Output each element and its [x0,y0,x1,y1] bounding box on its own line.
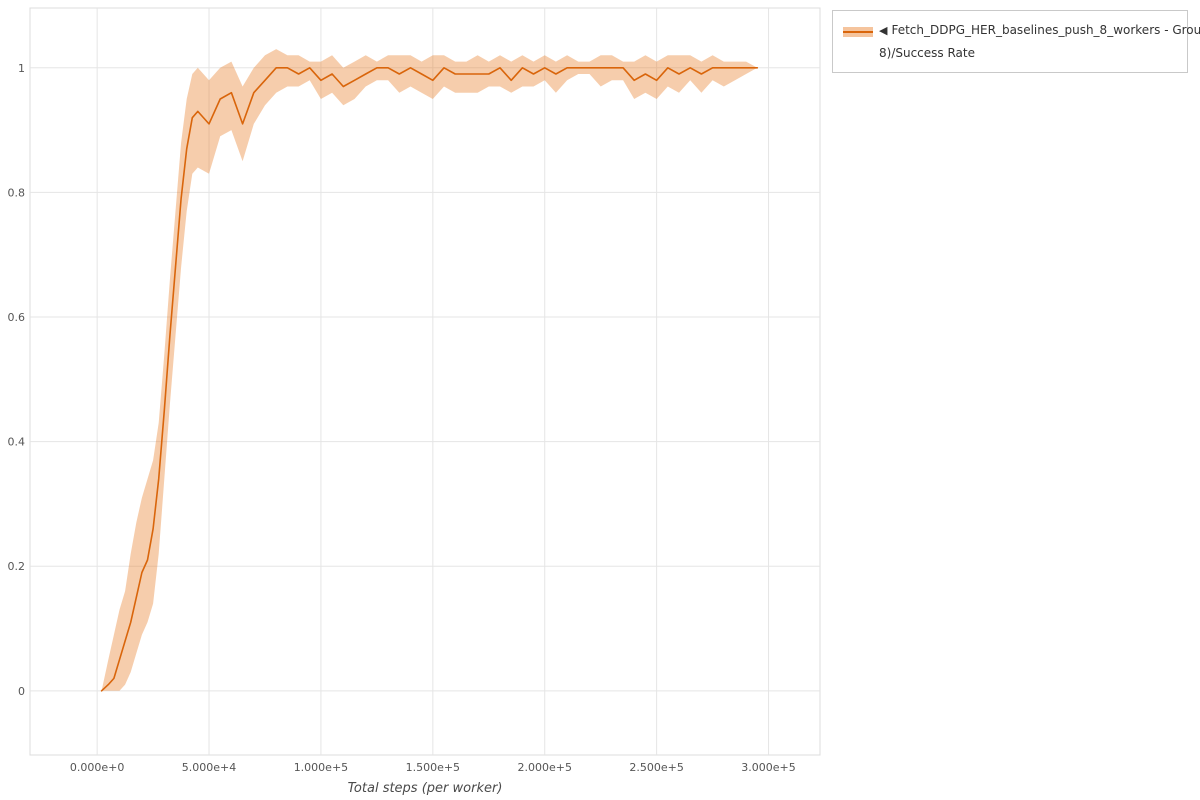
plot-area [29,7,821,756]
triangle-left-marker: ◀ [879,24,888,37]
x-tick-label: 3.000e+5 [741,761,795,774]
x-tick-label: 1.500e+5 [406,761,460,774]
legend-swatch-icon [843,24,873,46]
y-tick-label: 0.4 [8,436,26,449]
series-mean-line [100,67,759,692]
x-tick-label: 0.000e+0 [70,761,124,774]
x-tick-label: 5.000e+4 [182,761,236,774]
legend-text: ◀ Fetch_DDPG_HER_baselines_push_8_workers… [879,19,1200,64]
y-tick-label: 0.8 [8,186,26,199]
legend-label-line2: 8)/Success Rate [879,46,975,60]
x-axis-title: Total steps (per worker) [347,781,503,796]
x-tick-label: 1.000e+5 [294,761,348,774]
x-tick-label: 2.500e+5 [629,761,683,774]
legend-label-line1: Fetch_DDPG_HER_baselines_push_8_workers … [891,23,1200,37]
x-tick-label: 2.000e+5 [517,761,571,774]
y-tick-label: 0.6 [8,311,26,324]
y-tick-label: 0.2 [8,560,26,573]
y-tick-label: 1 [18,62,25,75]
y-tick-label: 0 [18,685,25,698]
legend[interactable]: ◀ Fetch_DDPG_HER_baselines_push_8_workers… [832,10,1200,73]
